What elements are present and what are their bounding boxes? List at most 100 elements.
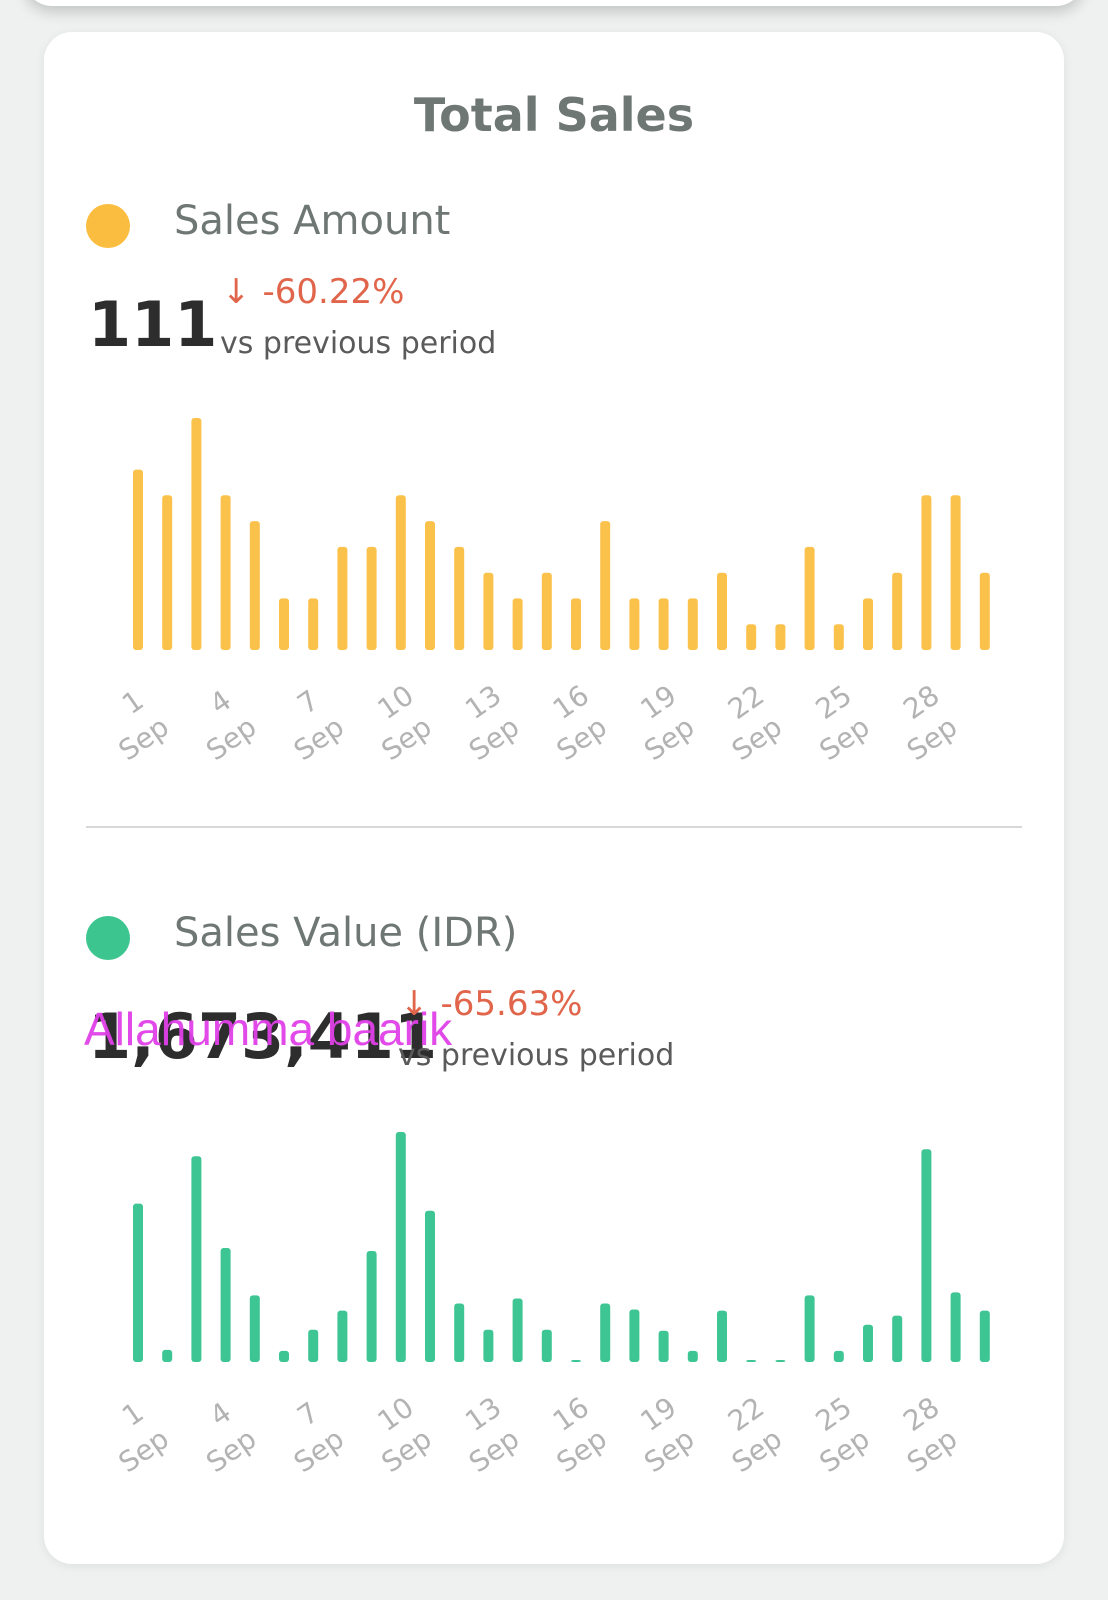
chart-bar[interactable] — [571, 1360, 581, 1362]
chart-bar[interactable] — [921, 495, 932, 650]
x-tick-month: Sep — [200, 1422, 262, 1479]
chart-bar[interactable] — [308, 1329, 319, 1362]
chart-bar[interactable] — [162, 495, 173, 650]
chart-bar[interactable] — [658, 598, 669, 650]
overlay-watermark-text: Allahumma baarik — [84, 1003, 453, 1055]
arrow-down-icon: ↓ — [400, 984, 429, 1024]
chart-bar[interactable] — [395, 1132, 406, 1362]
sales-value-chart: 1Sep4Sep7Sep10Sep13Sep16Sep19Sep22Sep25S… — [113, 1132, 990, 1480]
section-divider — [86, 826, 1022, 828]
chart-bar[interactable] — [512, 1298, 523, 1363]
chart-bar[interactable] — [571, 598, 581, 650]
chart-bar[interactable] — [600, 521, 611, 650]
chart-bar[interactable] — [950, 1292, 961, 1362]
chart-bar[interactable] — [337, 546, 348, 650]
chart-bar[interactable] — [395, 495, 406, 650]
chart-bar[interactable] — [220, 1248, 231, 1362]
chart-bar[interactable] — [775, 1360, 786, 1362]
sales-amount-change: ↓ -60.22% — [222, 272, 404, 312]
x-tick-month: Sep — [113, 1422, 175, 1479]
chart-bar[interactable] — [541, 1329, 552, 1362]
sales-value-change: ↓ -65.63% — [400, 984, 582, 1024]
x-tick-day: 7 — [291, 684, 325, 721]
sales-value-section: Sales Value (IDR) 1,673,411 ↓ -65.63% vs … — [44, 904, 1064, 1524]
x-tick-month: Sep — [288, 710, 350, 767]
chart-bar[interactable] — [600, 1303, 611, 1363]
chart-bar[interactable] — [133, 1203, 143, 1362]
chart-bar[interactable] — [220, 495, 231, 650]
sales-amount-legend-dot — [86, 204, 130, 248]
chart-bar[interactable] — [687, 598, 698, 650]
chart-bar[interactable] — [133, 469, 143, 650]
sales-value-legend-dot — [86, 916, 130, 960]
chart-bar[interactable] — [717, 572, 727, 650]
chart-bar[interactable] — [512, 598, 523, 650]
sales-amount-section: Sales Amount 111 ↓ -60.22% vs previous pe… — [44, 192, 1064, 812]
chart-bar[interactable] — [833, 624, 844, 650]
x-tick-day: 4 — [204, 1396, 238, 1433]
chart-bar[interactable] — [366, 1251, 377, 1362]
chart-bar[interactable] — [775, 624, 786, 650]
chart-bar[interactable] — [746, 1360, 757, 1362]
chart-bar[interactable] — [279, 598, 289, 650]
chart-bar[interactable] — [191, 418, 202, 650]
chart-bar[interactable] — [308, 598, 319, 650]
chart-bar[interactable] — [191, 1156, 202, 1362]
sales-amount-value: 111 — [88, 288, 218, 361]
chart-bar[interactable] — [687, 1350, 698, 1362]
chart-bar[interactable] — [804, 546, 815, 650]
x-tick-day: 1 — [116, 1396, 150, 1433]
x-tick-day: 7 — [291, 1396, 325, 1433]
chart-bar[interactable] — [541, 572, 552, 650]
x-tick-month: Sep — [200, 710, 262, 767]
chart-bar[interactable] — [892, 1315, 903, 1362]
sales-value-value: 1,673,411 — [88, 1000, 438, 1073]
chart-bar[interactable] — [804, 1295, 815, 1362]
chart-bar[interactable] — [425, 521, 435, 650]
chart-bar[interactable] — [483, 572, 494, 650]
chart-bar[interactable] — [366, 546, 377, 650]
chart-bar[interactable] — [979, 1310, 990, 1362]
chart-bar[interactable] — [717, 1310, 727, 1362]
chart-bar[interactable] — [162, 1349, 173, 1362]
chart-bar[interactable] — [629, 1309, 640, 1363]
x-tick-month: Sep — [113, 710, 175, 767]
chart-bar[interactable] — [863, 598, 873, 650]
chart-bar[interactable] — [249, 1295, 260, 1362]
chart-bar[interactable] — [863, 1324, 873, 1362]
chart-bar[interactable] — [425, 1210, 435, 1362]
chart-bar[interactable] — [979, 572, 990, 650]
sales-value-legend-label: Sales Value (IDR) — [174, 910, 518, 956]
chart-bar[interactable] — [833, 1350, 844, 1362]
chart-bar[interactable] — [921, 1149, 932, 1362]
chart-bar[interactable] — [454, 546, 465, 650]
arrow-down-icon: ↓ — [222, 272, 251, 312]
chart-bar[interactable] — [658, 1330, 669, 1362]
top-card-edge — [24, 0, 1084, 6]
chart-bar[interactable] — [249, 521, 260, 650]
chart-bar[interactable] — [746, 624, 757, 650]
sales-value-vs-label: vs previous period — [398, 1038, 675, 1073]
chart-bar[interactable] — [950, 495, 961, 650]
chart-bar[interactable] — [629, 598, 640, 650]
sales-value-change-percent: -65.63% — [440, 984, 583, 1024]
chart-bar[interactable] — [337, 1310, 348, 1362]
chart-bar[interactable] — [892, 572, 903, 650]
chart-bar[interactable] — [483, 1329, 494, 1362]
x-tick-day: 4 — [204, 684, 238, 721]
chart-bar[interactable] — [454, 1303, 465, 1363]
chart-bar[interactable] — [279, 1350, 289, 1362]
